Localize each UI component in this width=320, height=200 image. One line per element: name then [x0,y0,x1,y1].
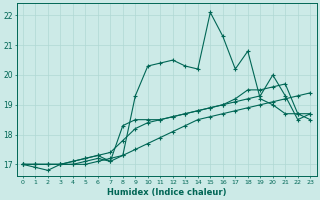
X-axis label: Humidex (Indice chaleur): Humidex (Indice chaleur) [107,188,226,197]
